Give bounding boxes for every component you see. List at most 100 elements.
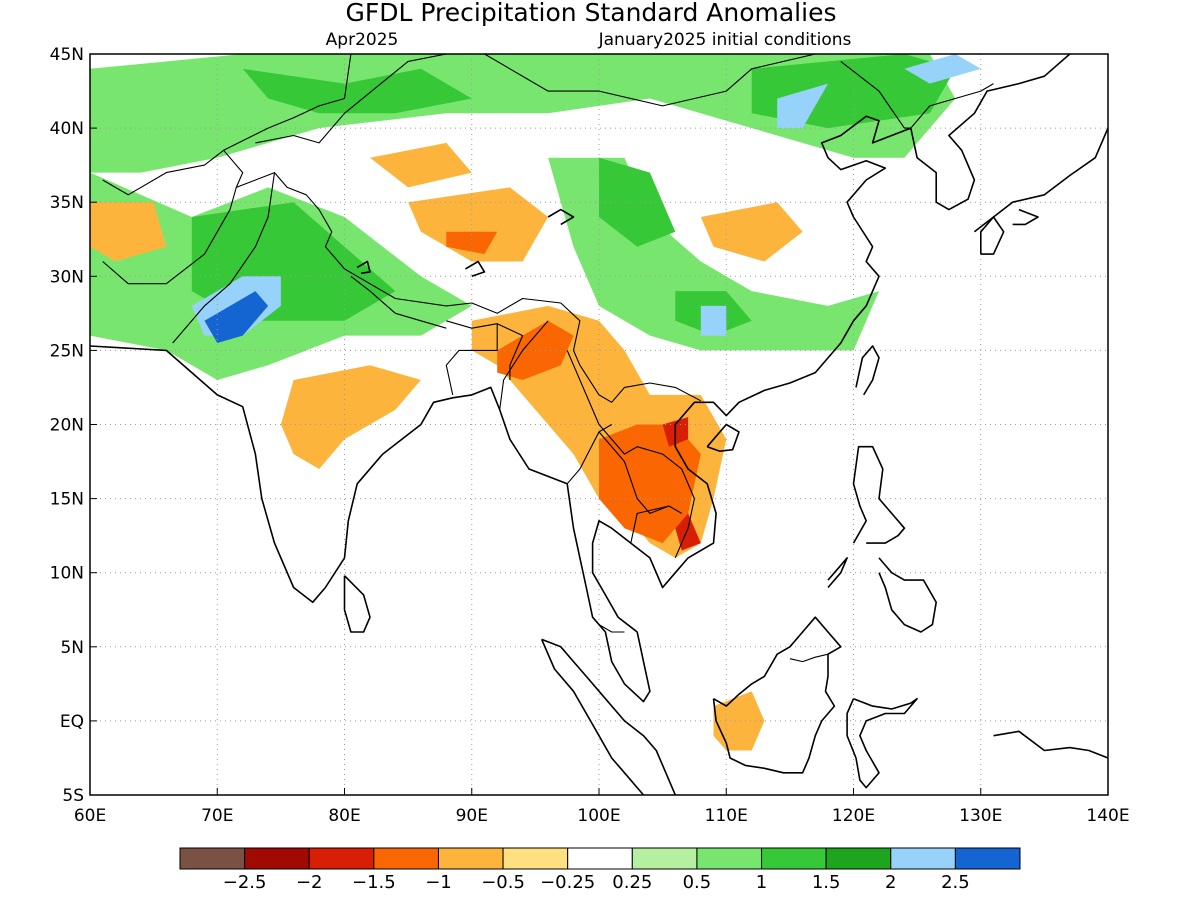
legend-label: 2.5 <box>941 872 970 893</box>
x-tick-label: 130E <box>959 806 1002 826</box>
y-tick-label: 10N <box>50 564 84 584</box>
initial-conditions-label: January2025 initial conditions <box>598 30 852 50</box>
y-tick-label: EQ <box>60 712 84 732</box>
coastline <box>846 697 918 789</box>
legend-label: 2 <box>885 872 896 893</box>
coastlines <box>90 54 1108 795</box>
legend-swatch <box>373 847 439 870</box>
country-border <box>445 320 498 396</box>
legend-label: −2 <box>296 872 323 893</box>
legend-swatch <box>502 847 569 870</box>
map-title: GFDL Precipitation Standard Anomalies <box>346 0 837 27</box>
anomaly-region-16 <box>370 142 472 188</box>
x-tick-label: 110E <box>705 806 748 826</box>
y-tick-label: 20N <box>50 416 84 436</box>
country-border <box>496 323 524 380</box>
color-scale-legend: −2.5 −2 −1.5 −1 −0.5 −0.25 0.25 0.5 1 1.5 2 2.5 <box>179 847 1021 893</box>
forecast-month-label: Apr2025 <box>326 30 399 50</box>
legend-swatch <box>631 847 698 870</box>
legend-label: 0.5 <box>683 872 712 893</box>
country-borders <box>102 54 994 663</box>
legend-swatch <box>954 847 1021 870</box>
country-border <box>598 624 625 633</box>
y-tick-label: 5S <box>62 786 84 806</box>
coastline <box>973 127 1108 233</box>
country-border <box>598 431 682 514</box>
anomaly-region-18 <box>280 365 421 469</box>
legend-swatch <box>696 847 763 870</box>
country-border <box>102 149 702 403</box>
anomaly-region-4 <box>242 68 472 114</box>
x-tick-label: 90E <box>456 806 488 826</box>
x-tick-label: 70E <box>201 806 233 826</box>
legend-label: 1 <box>756 872 767 893</box>
country-border <box>840 60 994 129</box>
coastline <box>706 423 740 453</box>
legend-swatch <box>825 847 892 870</box>
legend-label: −1.5 <box>352 872 396 893</box>
legend-label: −0.25 <box>540 872 595 893</box>
country-border <box>566 424 612 485</box>
anomaly-region-12 <box>204 291 269 343</box>
coastline <box>1012 208 1039 226</box>
coastline <box>827 557 848 589</box>
country-border <box>102 187 237 285</box>
legend-label: −0.5 <box>481 872 525 893</box>
country-border <box>255 54 447 144</box>
country-border <box>789 653 829 663</box>
x-tick-label: 60E <box>74 806 106 826</box>
anomaly-region-9 <box>777 83 828 129</box>
anomaly-shading <box>90 54 981 751</box>
coastline <box>855 345 880 396</box>
x-tick-label: 120E <box>832 806 875 826</box>
legend-swatch <box>179 847 246 870</box>
x-tick-label: 100E <box>577 806 620 826</box>
legend-label: 1.5 <box>812 872 841 893</box>
country-border <box>630 505 670 544</box>
legend-label: −1 <box>425 872 452 893</box>
latitude-ticks: 45N 40N 35N 30N 25N 20N 15N 10N 5N EQ 5S <box>50 45 97 806</box>
legend-swatch <box>761 847 827 870</box>
legend-swatch <box>308 847 375 870</box>
legend-swatch <box>244 847 310 870</box>
longitude-ticks: 60E 70E 80E 90E 100E 110E 120E 130E 140E <box>74 788 1130 826</box>
anomaly-region-14 <box>700 202 803 262</box>
legend-swatch <box>437 847 504 870</box>
coastline <box>878 557 938 633</box>
country-border <box>350 275 447 329</box>
country-border <box>499 320 549 410</box>
coastline <box>541 638 677 795</box>
anomaly-region-10 <box>904 54 981 84</box>
y-tick-label: 35N <box>50 193 84 213</box>
legend-swatch <box>567 847 633 870</box>
coastline <box>993 730 1108 759</box>
x-tick-label: 140E <box>1086 806 1129 826</box>
y-tick-label: 30N <box>50 267 84 287</box>
country-border <box>483 54 817 107</box>
y-tick-label: 40N <box>50 119 84 139</box>
anomaly-region-24 <box>675 513 701 551</box>
anomaly-region-22 <box>446 231 498 255</box>
coastline <box>712 616 842 774</box>
country-border <box>566 350 695 559</box>
y-tick-label: 5N <box>60 638 84 658</box>
coastline <box>547 208 575 226</box>
country-border <box>172 172 276 344</box>
anomaly-region-5 <box>599 157 676 247</box>
coastline <box>852 445 906 544</box>
coastline <box>464 260 486 278</box>
coastline <box>540 639 645 795</box>
anomaly-region-15 <box>90 202 167 262</box>
x-tick-label: 80E <box>328 806 360 826</box>
coastline <box>343 575 371 633</box>
country-border <box>223 54 352 151</box>
anomaly-region-19 <box>713 691 765 751</box>
y-tick-label: 15N <box>50 490 84 510</box>
y-tick-label: 45N <box>50 45 84 65</box>
anomaly-region-11 <box>700 305 727 336</box>
legend-swatch <box>890 847 956 870</box>
coastline <box>356 260 371 275</box>
anomaly-region-13 <box>408 187 549 262</box>
y-tick-label: 25N <box>50 341 84 361</box>
